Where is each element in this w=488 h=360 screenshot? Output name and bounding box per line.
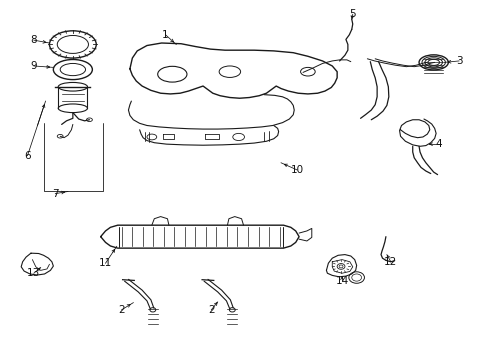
Text: 6: 6 (24, 150, 31, 161)
Text: 3: 3 (455, 56, 462, 66)
Text: 10: 10 (290, 165, 303, 175)
Text: 2: 2 (118, 305, 124, 315)
Text: 1: 1 (162, 30, 168, 40)
Text: 14: 14 (335, 276, 348, 286)
Text: 4: 4 (434, 139, 441, 149)
Text: 5: 5 (349, 9, 355, 19)
Text: 9: 9 (30, 61, 37, 71)
Text: 11: 11 (99, 258, 112, 268)
Text: 12: 12 (384, 257, 397, 267)
Text: 7: 7 (52, 189, 59, 199)
Text: 2: 2 (207, 305, 214, 315)
Text: 13: 13 (27, 268, 41, 278)
Text: 8: 8 (30, 35, 37, 45)
